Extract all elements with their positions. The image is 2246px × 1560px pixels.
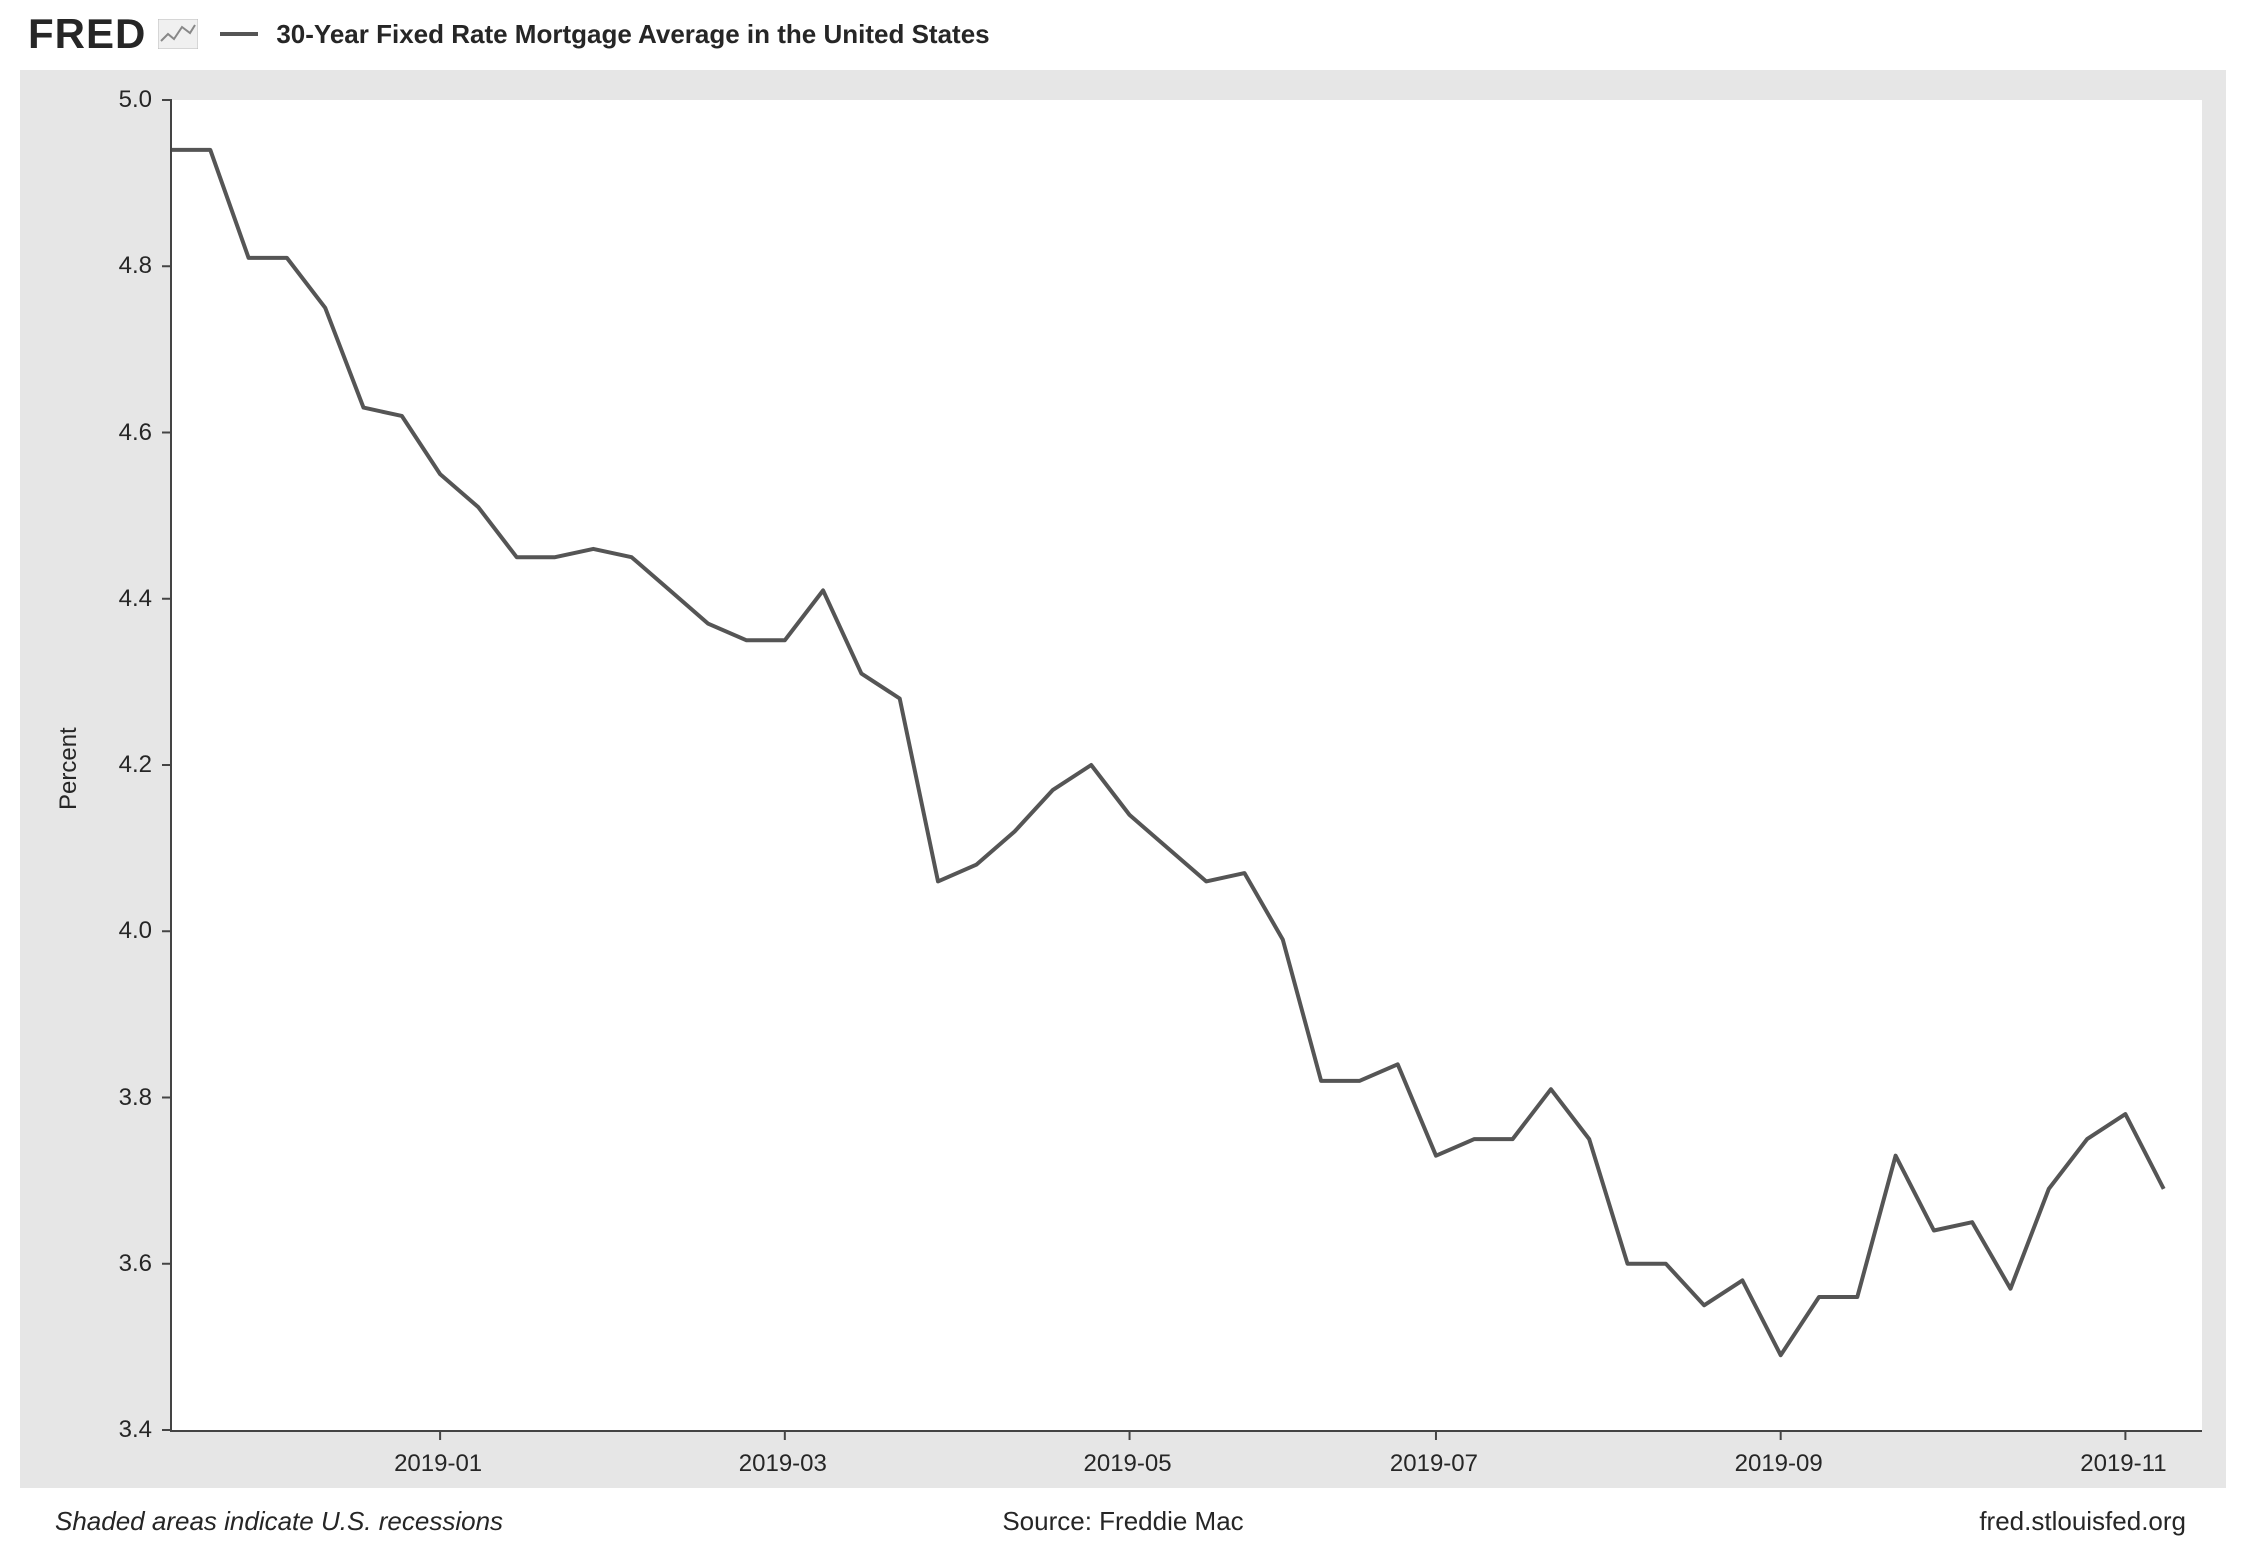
plot-area [170,100,2202,1432]
y-axis-label: Percent [55,727,83,810]
footer-source: Source: Freddie Mac [1002,1506,1243,1537]
y-tick-label: 4.6 [119,419,152,447]
x-tick-label: 2019-05 [1084,1450,1172,1478]
y-tick-label: 4.8 [119,252,152,280]
x-tick-label: 2019-03 [739,1450,827,1478]
footer-recessions-note: Shaded areas indicate U.S. recessions [55,1506,503,1537]
fred-logo: FRED [28,10,146,58]
y-tick-label: 5.0 [119,86,152,114]
legend-dash [220,32,258,36]
x-tick-label: 2019-09 [1735,1450,1823,1478]
chart-container: FRED 30-Year Fixed Rate Mortgage Average… [0,0,2246,1560]
y-tick-label: 3.6 [119,1250,152,1278]
x-tick-label: 2019-07 [1390,1450,1478,1478]
y-tick-label: 4.0 [119,917,152,945]
y-tick-label: 3.4 [119,1416,152,1444]
y-tick-label: 3.8 [119,1084,152,1112]
chart-icon [158,19,198,49]
chart-header: FRED 30-Year Fixed Rate Mortgage Average… [28,10,990,58]
x-tick-label: 2019-11 [2080,1450,2166,1478]
y-tick-label: 4.2 [119,751,152,779]
x-tick-label: 2019-01 [394,1450,482,1478]
footer-url: fred.stlouisfed.org [1979,1506,2186,1537]
y-tick-label: 4.4 [119,585,152,613]
axis-ticks [172,100,2202,1430]
chart-title: 30-Year Fixed Rate Mortgage Average in t… [276,19,989,50]
